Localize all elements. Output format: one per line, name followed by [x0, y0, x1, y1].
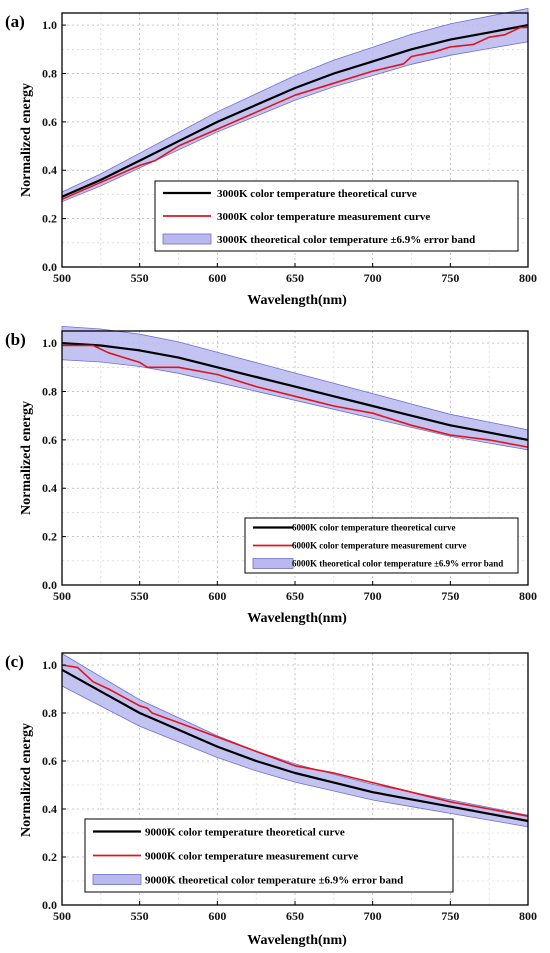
- x-tick-label: 550: [131, 589, 149, 603]
- y-axis-label: Normalized energy: [19, 83, 34, 197]
- measurement-curve: [61, 26, 528, 201]
- x-tick-label: 800: [519, 589, 537, 603]
- y-tick-label: 0.2: [42, 850, 57, 864]
- theoretical-curve: [61, 24, 529, 198]
- x-tick-label: 500: [53, 909, 71, 923]
- y-tick-label: 1.0: [42, 18, 57, 32]
- y-tick-label: 0.4: [42, 481, 57, 495]
- y-tick-label: 0.0: [42, 898, 57, 912]
- y-tick-label: 0.8: [42, 66, 57, 80]
- y-tick-label: 0.6: [42, 115, 57, 129]
- legend-swatch: [162, 233, 212, 245]
- x-tick-label: 500: [53, 589, 71, 603]
- x-tick-label: 750: [441, 271, 459, 285]
- y-axis-label: Normalized energy: [19, 401, 34, 515]
- x-tick-label: 700: [364, 909, 382, 923]
- x-tick-label: 800: [519, 271, 537, 285]
- y-tick-label: 0.8: [42, 706, 57, 720]
- x-tick-label: 700: [364, 271, 382, 285]
- x-tick-label: 600: [208, 909, 226, 923]
- panel-b: (b) Wavelength(nm) Normalized energy 500…: [5, 325, 537, 626]
- x-tick-label: 700: [364, 589, 382, 603]
- legend-label: 9000K color temperature theoretical curv…: [145, 826, 345, 838]
- legend-swatch: [252, 558, 294, 569]
- legend-swatch: [92, 874, 142, 885]
- y-tick-label: 0.0: [42, 260, 57, 274]
- legend-label: 3000K color temperature measurement curv…: [217, 211, 430, 223]
- legend: 3000K color temperature theoretical curv…: [154, 180, 519, 252]
- x-tick-label: 500: [53, 271, 71, 285]
- theoretical-curve: [61, 668, 529, 823]
- theoretical-curve: [61, 342, 529, 441]
- x-tick-label: 750: [441, 909, 459, 923]
- x-tick-label: 550: [131, 909, 149, 923]
- panel-label: (a): [5, 12, 25, 31]
- y-tick-label: 0.4: [42, 163, 57, 177]
- x-axis-label: Wavelength(nm): [247, 933, 347, 948]
- y-tick-label: 0.0: [42, 578, 57, 592]
- x-tick-label: 650: [286, 589, 304, 603]
- y-tick-label: 0.2: [42, 530, 57, 544]
- y-tick-label: 0.6: [42, 433, 57, 447]
- legend-label: 9000K color temperature measurement curv…: [145, 850, 358, 862]
- legend-label: 6000K color temperature measurement curv…: [292, 541, 466, 551]
- x-tick-label: 800: [519, 909, 537, 923]
- x-tick-label: 650: [286, 909, 304, 923]
- legend-box: [84, 818, 454, 893]
- y-tick-label: 1.0: [42, 336, 57, 350]
- measurement-curve: [62, 344, 529, 448]
- y-tick-label: 0.2: [42, 212, 57, 226]
- y-tick-label: 0.8: [42, 384, 57, 398]
- panel-label: (c): [5, 652, 24, 671]
- legend-box: [154, 180, 519, 252]
- legend-label: 3000K theoretical color temperature ±6.9…: [217, 234, 475, 246]
- legend-label: 6000K color temperature theoretical curv…: [292, 523, 455, 533]
- legend-label: 9000K theoretical color temperature ±6.9…: [145, 874, 403, 886]
- x-tick-label: 750: [441, 589, 459, 603]
- legend: 9000K color temperature theoretical curv…: [84, 818, 454, 893]
- x-tick-label: 600: [208, 271, 226, 285]
- y-tick-label: 1.0: [42, 658, 57, 672]
- x-tick-label: 550: [131, 271, 149, 285]
- legend-label: 6000K theoretical color temperature ±6.9…: [292, 559, 503, 569]
- legend-label: 3000K color temperature theoretical curv…: [217, 188, 417, 200]
- x-axis-label: Wavelength(nm): [247, 293, 347, 308]
- legend: 6000K color temperature theoretical curv…: [244, 517, 519, 574]
- y-tick-label: 0.4: [42, 802, 57, 816]
- measurement-curve: [61, 664, 529, 817]
- x-tick-label: 600: [208, 589, 226, 603]
- panel-c: (c) Wavelength(nm) Normalized energy 500…: [5, 652, 537, 948]
- y-tick-label: 0.6: [42, 754, 57, 768]
- y-axis-label: Normalized energy: [19, 723, 34, 837]
- x-tick-label: 650: [286, 271, 304, 285]
- x-axis-label: Wavelength(nm): [247, 611, 347, 626]
- panel-label: (b): [5, 330, 26, 349]
- panel-a: (a) Wavelength(nm) Normalized energy 500…: [5, 7, 537, 308]
